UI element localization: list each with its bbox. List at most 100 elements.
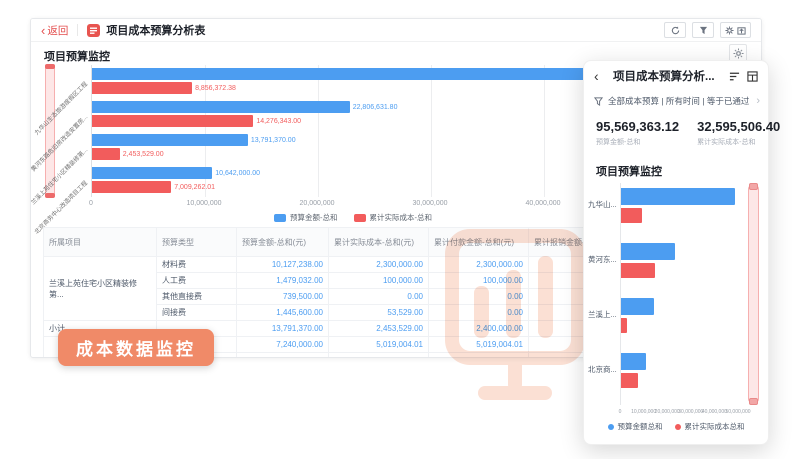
legend-label: 累计实际成本总和 (684, 422, 745, 431)
panel-section-title: 项目预算监控 (596, 166, 662, 178)
panel-title: 项目成本预算分析... (613, 71, 715, 83)
actual-cost-bar[interactable] (621, 373, 638, 388)
bar-chart-plot: 8,856,372.38 22,806,631.80 14,276,343.00 13… (91, 65, 615, 197)
value-cell: 2,300,000.00 (428, 256, 529, 273)
legend-swatch (274, 213, 286, 222)
category-label: 九华山生态旅游度假区工程 (34, 81, 90, 137)
legend-item[interactable]: 累计实际成本-总和 (353, 212, 433, 223)
stat-value: 95,569,363.12 (596, 119, 680, 134)
more-actions-button[interactable] (720, 22, 751, 38)
legend-dot (607, 423, 614, 430)
axis-tick-label: 30,000,000 (678, 409, 704, 415)
panel-filter-bar[interactable]: 全部成本预算 | 所有时间 | 等于已通过 › (594, 95, 760, 107)
axis-tick-label: 10,000,000 (631, 409, 657, 415)
budget-bar[interactable] (621, 188, 736, 205)
bar-row: 10,642,000.00 (92, 167, 260, 179)
actual-cost-bar[interactable] (92, 181, 172, 193)
filter-funnel-icon (699, 26, 707, 34)
actual-cost-bar[interactable] (92, 148, 120, 160)
actual-cost-bar[interactable] (621, 318, 627, 333)
value-cell: 7,240,000.00 (236, 336, 329, 353)
slider-handle-bottom[interactable] (45, 193, 55, 198)
bar-value-label: 13,791,370.00 (250, 136, 296, 144)
gridline (544, 65, 545, 197)
value-cell: 2,453,529.00 (328, 320, 429, 337)
axis-tick-label: 20,000,000 (654, 409, 680, 415)
axis-tick-label: 50,000,000 (725, 409, 751, 415)
slider-handle-bottom[interactable] (749, 398, 758, 405)
value-cell: 0.00 (428, 288, 529, 305)
panel-chart-legend: 预算金额总和 累计实际成本总和 (584, 421, 768, 432)
value-cell: 2,400,000.00 (428, 320, 529, 337)
stat-actual-cost-total: 32,595,506.40 累计实际成本-总和 (697, 119, 780, 147)
datazoom-slider-vertical[interactable] (45, 64, 55, 198)
value-cell: 10,127,238.00 (236, 256, 329, 273)
value-cell: 0.00 (428, 304, 529, 321)
budget-bar[interactable] (621, 298, 654, 315)
filter-button[interactable] (692, 22, 714, 38)
budget-bar[interactable] (621, 353, 647, 370)
stat-budget-total: 95,569,363.12 预算金额-总和 (596, 119, 679, 147)
column-header: 累计付款金额-总和(元) (428, 227, 529, 257)
refresh-button[interactable] (664, 22, 686, 38)
bar-value-label: 22,806,631.80 (352, 103, 398, 111)
actual-cost-bar[interactable] (621, 208, 642, 223)
budget-bar[interactable] (92, 167, 213, 179)
column-header: 预算金额-总和(元) (236, 227, 329, 257)
budget-type-cell: 人工费 (156, 272, 237, 289)
budget-bar[interactable] (92, 101, 350, 113)
value-cell: 2,300,000.00 (328, 256, 429, 273)
export-icon (737, 26, 746, 35)
slider-handle-top[interactable] (45, 64, 55, 69)
sort-list-icon[interactable] (729, 71, 740, 82)
axis-tick-label: 30,000,000 (412, 200, 448, 207)
legend-item[interactable]: 预算金额-总和 (274, 212, 338, 223)
gridline (205, 65, 206, 197)
bar-row: 8,856,372.38 (92, 82, 236, 94)
actual-cost-bar[interactable] (621, 263, 655, 278)
category-label: 黄河东... (588, 255, 617, 264)
bar-row: 7,009,262.01 (92, 181, 215, 193)
back-button[interactable]: ‹ 返回 (41, 23, 68, 38)
legend-label: 预算金额-总和 (290, 213, 338, 222)
page-title: 项目成本预算分析表 (106, 25, 206, 37)
legend-label: 预算金额总和 (617, 422, 663, 431)
budget-bar[interactable] (621, 243, 675, 260)
bar-value-label: 8,856,372.38 (195, 84, 236, 92)
value-cell: 100,000.00 (428, 272, 529, 289)
legend-item[interactable]: 累计实际成本总和 (674, 421, 745, 432)
column-header: 预算类型 (156, 227, 237, 257)
panel-back-button[interactable]: ‹ (594, 68, 599, 84)
grid-table-icon[interactable] (747, 70, 758, 82)
chevron-right-icon: › (756, 95, 760, 107)
panel-chart-x-axis: 0 10,000,000 20,000,000 30,000,000 40,000,00… (619, 409, 751, 417)
mobile-preview-panel: ‹ 项目成本预算分析... 全部成本预算 | 所有时间 | 等于已通过 › 95… (583, 60, 780, 445)
bar-row: 2,453,529.00 (92, 148, 164, 160)
chart-category-axis: 九华山生态旅游度假区工程 黄河东路危旧房改造安置房... 兰溪上苑住宅小区精装修第.… (31, 65, 90, 235)
budget-bar[interactable] (92, 134, 248, 146)
chart-x-axis: 0 10,000,000 20,000,000 30,000,000 40,000,00… (89, 200, 615, 210)
gridline (431, 65, 432, 197)
dashboard-section-title: 项目预算监控 (44, 51, 110, 63)
value-cell: 739,500.00 (236, 288, 329, 305)
actual-cost-bar[interactable] (92, 115, 254, 127)
slider-handle-top[interactable] (749, 183, 758, 190)
budget-bar[interactable] (92, 68, 615, 80)
legend-dot (674, 423, 681, 430)
legend-label: 累计实际成本-总和 (369, 213, 433, 222)
panel-header: ‹ 项目成本预算分析... (584, 61, 768, 91)
value-cell: 5,019,004.01 (328, 336, 429, 353)
bar-row: 22,806,631.80 (92, 101, 397, 113)
value-cell: 53,529.00 (328, 304, 429, 321)
stat-value: 32,595,506.40 (697, 119, 781, 134)
value-cell: 0.00 (328, 288, 429, 305)
bar-row (92, 68, 615, 80)
window-topbar: ‹ 返回 项目成本预算分析表 (31, 19, 761, 42)
chart-settings-button[interactable] (729, 44, 747, 62)
actual-cost-bar[interactable] (92, 82, 193, 94)
legend-item[interactable]: 预算金额总和 (607, 421, 663, 432)
panel-datazoom-slider[interactable] (748, 183, 759, 405)
category-label: 兰溪上... (588, 310, 617, 319)
chart-legend: 预算金额-总和 累计实际成本-总和 (91, 212, 615, 223)
